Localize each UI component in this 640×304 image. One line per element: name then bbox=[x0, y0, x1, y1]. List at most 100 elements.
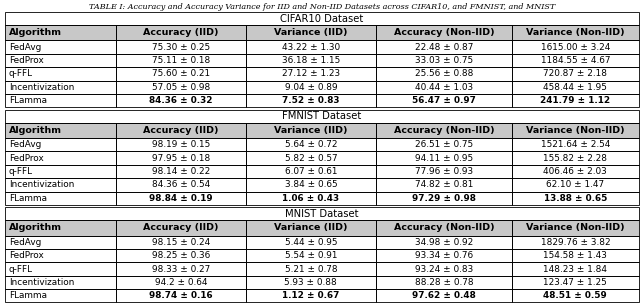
Bar bbox=[116, 249, 246, 262]
Bar bbox=[512, 276, 639, 289]
Text: 94.2 ± 0.64: 94.2 ± 0.64 bbox=[155, 278, 207, 287]
Text: Variance (Non-IID): Variance (Non-IID) bbox=[526, 126, 625, 135]
Bar bbox=[376, 151, 512, 165]
Text: 406.46 ± 2.03: 406.46 ± 2.03 bbox=[543, 167, 607, 176]
Text: 98.14 ± 0.22: 98.14 ± 0.22 bbox=[152, 167, 210, 176]
Text: 5.93 ± 0.88: 5.93 ± 0.88 bbox=[284, 278, 337, 287]
Bar bbox=[5, 151, 116, 165]
Bar bbox=[512, 138, 639, 151]
Bar bbox=[116, 123, 246, 138]
Bar bbox=[5, 192, 116, 205]
Text: 123.47 ± 1.25: 123.47 ± 1.25 bbox=[543, 278, 607, 287]
Bar bbox=[5, 94, 116, 107]
Text: 25.56 ± 0.88: 25.56 ± 0.88 bbox=[415, 69, 473, 78]
Text: FedProx: FedProx bbox=[9, 251, 44, 260]
Bar bbox=[376, 192, 512, 205]
Bar bbox=[246, 67, 376, 81]
Text: 94.11 ± 0.95: 94.11 ± 0.95 bbox=[415, 154, 473, 163]
Text: 148.23 ± 1.84: 148.23 ± 1.84 bbox=[543, 264, 607, 274]
Text: 75.30 ± 0.25: 75.30 ± 0.25 bbox=[152, 43, 210, 52]
Text: Algorithm: Algorithm bbox=[9, 28, 62, 37]
Bar bbox=[376, 94, 512, 107]
Text: FedAvg: FedAvg bbox=[9, 140, 41, 149]
Bar bbox=[376, 54, 512, 67]
Text: 84.36 ± 0.54: 84.36 ± 0.54 bbox=[152, 180, 210, 189]
Bar bbox=[5, 289, 116, 302]
Text: 5.44 ± 0.95: 5.44 ± 0.95 bbox=[285, 238, 337, 247]
Text: 57.05 ± 0.98: 57.05 ± 0.98 bbox=[152, 83, 210, 92]
Text: 6.07 ± 0.61: 6.07 ± 0.61 bbox=[285, 167, 337, 176]
Bar bbox=[116, 138, 246, 151]
Text: 1521.64 ± 2.54: 1521.64 ± 2.54 bbox=[541, 140, 610, 149]
Text: FedAvg: FedAvg bbox=[9, 43, 41, 52]
Bar bbox=[246, 262, 376, 276]
Bar bbox=[376, 220, 512, 236]
Bar bbox=[512, 276, 639, 289]
Bar bbox=[5, 192, 116, 205]
Text: 74.82 ± 0.81: 74.82 ± 0.81 bbox=[415, 180, 473, 189]
Bar bbox=[246, 67, 376, 81]
Bar bbox=[376, 123, 512, 138]
Bar bbox=[376, 262, 512, 276]
Text: 27.12 ± 1.23: 27.12 ± 1.23 bbox=[282, 69, 340, 78]
Text: FMNIST Dataset: FMNIST Dataset bbox=[282, 111, 362, 121]
Bar bbox=[116, 25, 246, 40]
Text: 88.28 ± 0.78: 88.28 ± 0.78 bbox=[415, 278, 473, 287]
Bar bbox=[376, 25, 512, 40]
Bar bbox=[116, 40, 246, 54]
Bar bbox=[246, 236, 376, 249]
Bar bbox=[116, 94, 246, 107]
Bar bbox=[246, 165, 376, 178]
Bar bbox=[5, 110, 639, 123]
Text: 97.95 ± 0.18: 97.95 ± 0.18 bbox=[152, 154, 210, 163]
Text: 13.88 ± 0.65: 13.88 ± 0.65 bbox=[543, 194, 607, 203]
Bar bbox=[5, 81, 116, 94]
Text: Accuracy (Non-IID): Accuracy (Non-IID) bbox=[394, 28, 494, 37]
Bar bbox=[116, 94, 246, 107]
Bar bbox=[246, 54, 376, 67]
Bar bbox=[5, 220, 116, 236]
Text: 241.79 ± 1.12: 241.79 ± 1.12 bbox=[540, 96, 611, 105]
Bar bbox=[116, 81, 246, 94]
Bar bbox=[512, 54, 639, 67]
Text: Variance (IID): Variance (IID) bbox=[274, 223, 348, 232]
Bar bbox=[246, 123, 376, 138]
Text: 97.29 ± 0.98: 97.29 ± 0.98 bbox=[412, 194, 476, 203]
Bar bbox=[5, 138, 116, 151]
Text: Accuracy (IID): Accuracy (IID) bbox=[143, 28, 219, 37]
Text: 5.64 ± 0.72: 5.64 ± 0.72 bbox=[285, 140, 337, 149]
Bar bbox=[5, 178, 116, 192]
Text: 33.03 ± 0.75: 33.03 ± 0.75 bbox=[415, 56, 473, 65]
Bar bbox=[116, 151, 246, 165]
Bar bbox=[5, 236, 116, 249]
Bar bbox=[116, 220, 246, 236]
Bar bbox=[246, 94, 376, 107]
Bar bbox=[5, 289, 116, 302]
Bar bbox=[5, 94, 116, 107]
Text: 84.36 ± 0.32: 84.36 ± 0.32 bbox=[149, 96, 212, 105]
Text: 1615.00 ± 3.24: 1615.00 ± 3.24 bbox=[541, 43, 610, 52]
Bar bbox=[5, 54, 116, 67]
Text: 43.22 ± 1.30: 43.22 ± 1.30 bbox=[282, 43, 340, 52]
Bar bbox=[5, 207, 639, 220]
Bar bbox=[246, 289, 376, 302]
Text: 36.18 ± 1.15: 36.18 ± 1.15 bbox=[282, 56, 340, 65]
Bar bbox=[376, 54, 512, 67]
Text: 93.24 ± 0.83: 93.24 ± 0.83 bbox=[415, 264, 473, 274]
Bar bbox=[246, 276, 376, 289]
Text: 7.52 ± 0.83: 7.52 ± 0.83 bbox=[282, 96, 340, 105]
Text: 1.06 ± 0.43: 1.06 ± 0.43 bbox=[282, 194, 339, 203]
Bar bbox=[5, 262, 116, 276]
Text: Variance (Non-IID): Variance (Non-IID) bbox=[526, 28, 625, 37]
Bar bbox=[5, 25, 116, 40]
Text: MNIST Dataset: MNIST Dataset bbox=[285, 209, 358, 219]
Text: 5.54 ± 0.91: 5.54 ± 0.91 bbox=[285, 251, 337, 260]
Bar bbox=[246, 25, 376, 40]
Bar bbox=[5, 262, 116, 276]
Bar bbox=[512, 25, 639, 40]
Text: 40.44 ± 1.03: 40.44 ± 1.03 bbox=[415, 83, 473, 92]
Bar bbox=[512, 94, 639, 107]
Bar bbox=[5, 249, 116, 262]
Bar bbox=[116, 151, 246, 165]
Text: Variance (IID): Variance (IID) bbox=[274, 126, 348, 135]
